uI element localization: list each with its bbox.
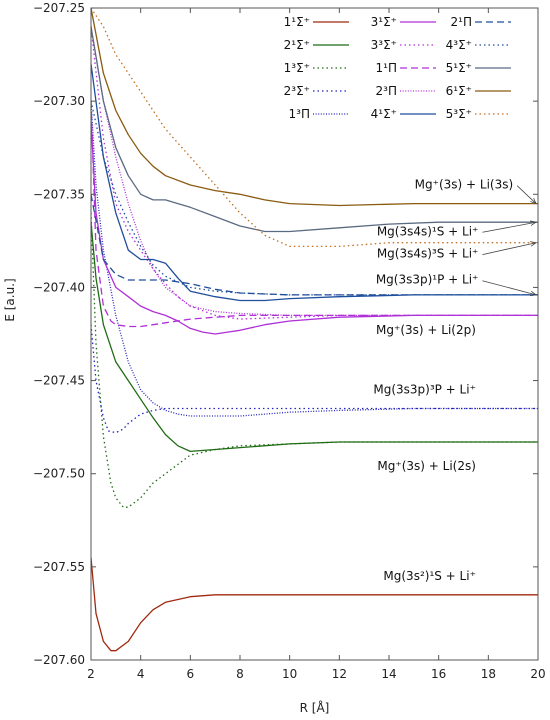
x-tick-label: 20	[530, 667, 545, 681]
legend-label: 4¹Σ⁺	[371, 107, 397, 121]
annotation-label: Mg(3s3p)³P + Li⁺	[373, 383, 476, 397]
plot-frame	[90, 7, 539, 661]
y-tick-label: −207.55	[33, 560, 85, 574]
legend-label: 2³Σ⁺	[284, 84, 310, 98]
legend-label: 1³Π	[289, 107, 310, 121]
annotation-arrow	[482, 280, 537, 296]
legend-label: 5¹Σ⁺	[446, 61, 472, 75]
y-tick-label: −207.30	[33, 94, 85, 108]
x-tick-label: 4	[137, 667, 145, 681]
series-line-9	[91, 63, 538, 302]
y-tick-label: −207.60	[33, 653, 85, 667]
annotation-label: Mg(3s3p)¹P + Li⁺	[376, 273, 479, 287]
legend-label: 1¹Π	[376, 61, 397, 75]
series-line-10	[91, 194, 538, 296]
y-tick-label: −207.25	[33, 1, 85, 15]
x-tick-label: 6	[187, 667, 195, 681]
x-tick-label: 2	[87, 667, 95, 681]
legend: 1¹Σ⁺ 2¹Σ⁺ 1³Σ⁺ 2³Σ⁺ 1³Π 3¹Σ⁺ 3³Σ⁺ 1¹Π 2³Π 4¹Σ⁺ 2¹Π…	[284, 15, 511, 121]
legend-label: 3¹Σ⁺	[371, 15, 397, 29]
annotation-label: Mg(3s²)¹S + Li⁺	[383, 569, 476, 583]
series-layer	[91, 8, 538, 652]
series-line-5	[91, 119, 538, 335]
annotation-label: Mg(3s4s)³S + Li⁺	[377, 247, 479, 261]
legend-label: 5³Σ⁺	[446, 107, 472, 121]
annotation-arrow	[482, 242, 537, 256]
y-tick-label: −207.50	[33, 467, 85, 481]
series-line-12	[91, 26, 538, 233]
y-tick-label: −207.45	[33, 374, 85, 388]
annotation-arrow	[482, 221, 537, 233]
legend-label: 4³Σ⁺	[446, 38, 472, 52]
annotations: Mg⁺(3s) + Li(3s) Mg(3s4s)¹S + Li⁺ Mg(3s4s)…	[373, 178, 538, 583]
series-line-8	[91, 26, 538, 317]
annotation-label: Mg⁺(3s) + Li(2p)	[376, 323, 476, 337]
x-axis-label: R [Å]	[300, 700, 330, 715]
annotation-arrowhead	[530, 290, 537, 297]
series-line-2	[91, 212, 538, 508]
series-line-0	[91, 557, 538, 652]
legend-label: 2¹Σ⁺	[284, 38, 310, 52]
series-line-3	[91, 324, 538, 434]
x-tick-label: 8	[236, 667, 244, 681]
series-line-1	[91, 222, 538, 453]
series-line-14	[91, 8, 538, 248]
x-tick-label: 14	[381, 667, 396, 681]
legend-label: 6¹Σ⁺	[446, 84, 472, 98]
y-axis-label: E [a.u.]	[3, 278, 17, 321]
x-tick-label: 12	[332, 667, 347, 681]
y-tick-label: −207.40	[33, 280, 85, 294]
x-tick-label: 10	[282, 667, 297, 681]
legend-label: 2¹Π	[451, 15, 472, 29]
x-tick-label: 18	[481, 667, 496, 681]
legend-label: 2³Π	[376, 84, 397, 98]
legend-label: 3³Σ⁺	[371, 38, 397, 52]
series-line-7	[91, 101, 538, 328]
y-tick-label: −207.35	[33, 187, 85, 201]
series-line-13	[91, 8, 538, 207]
annotation-label: Mg⁺(3s) + Li(2s)	[377, 459, 476, 473]
annotation-arrowhead	[530, 241, 538, 247]
annotation-arrowhead	[530, 197, 537, 205]
axes: 2 4 6 8 10 12 14 16 18 20 −207.25 −207.30 −207.35 −20…	[3, 1, 546, 715]
x-tick-label: 16	[431, 667, 446, 681]
legend-label: 1³Σ⁺	[284, 61, 310, 75]
series-line-4	[91, 101, 538, 417]
annotation-label: Mg(3s4s)¹S + Li⁺	[377, 224, 479, 238]
legend-label: 1¹Σ⁺	[284, 15, 310, 29]
annotation-label: Mg⁺(3s) + Li(3s)	[415, 178, 514, 192]
annotation-arrowhead	[530, 220, 538, 226]
series-line-11	[91, 100, 538, 296]
annotation-arrow	[516, 185, 537, 204]
